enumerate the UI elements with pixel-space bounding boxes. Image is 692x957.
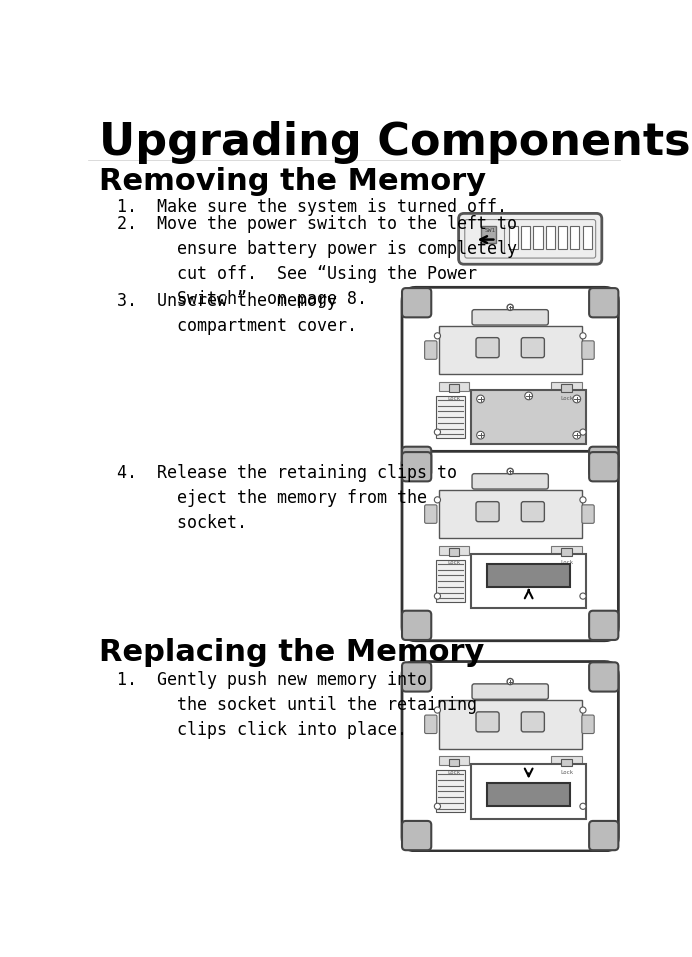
FancyBboxPatch shape	[425, 341, 437, 359]
FancyBboxPatch shape	[589, 452, 619, 481]
Bar	[534, 226, 543, 249]
Circle shape	[435, 803, 441, 810]
Bar	[521, 226, 530, 249]
Bar	[436, 560, 465, 602]
FancyBboxPatch shape	[476, 712, 499, 732]
Bar	[570, 226, 579, 249]
Bar	[439, 700, 582, 748]
FancyBboxPatch shape	[459, 213, 602, 264]
Bar	[551, 546, 582, 555]
Text: Lock: Lock	[560, 560, 573, 565]
Text: 1.  Make sure the system is turned off.: 1. Make sure the system is turned off.	[118, 198, 507, 216]
Text: 1.  Gently push new memory into
      the socket until the retaining
      clips: 1. Gently push new memory into the socke…	[118, 671, 477, 739]
FancyBboxPatch shape	[582, 715, 594, 733]
FancyBboxPatch shape	[472, 310, 548, 325]
Bar	[439, 382, 469, 391]
Bar	[561, 759, 572, 767]
FancyBboxPatch shape	[589, 611, 619, 640]
Bar	[471, 389, 586, 444]
FancyBboxPatch shape	[402, 662, 431, 692]
Circle shape	[580, 429, 586, 435]
Bar	[448, 385, 459, 392]
Bar	[439, 490, 582, 539]
FancyBboxPatch shape	[402, 452, 619, 641]
Text: SW1: SW1	[485, 228, 496, 234]
FancyBboxPatch shape	[589, 288, 619, 318]
Circle shape	[525, 392, 533, 400]
FancyBboxPatch shape	[402, 661, 619, 851]
Text: Removing the Memory: Removing the Memory	[99, 167, 486, 196]
FancyBboxPatch shape	[402, 452, 431, 481]
Circle shape	[573, 432, 581, 439]
Bar	[436, 770, 465, 812]
Text: 3.  Unscrew the memory
      compartment cover.: 3. Unscrew the memory compartment cover.	[118, 292, 358, 335]
FancyBboxPatch shape	[402, 611, 431, 640]
Text: Lock: Lock	[448, 560, 460, 565]
FancyBboxPatch shape	[589, 662, 619, 692]
FancyBboxPatch shape	[521, 712, 545, 732]
FancyBboxPatch shape	[425, 505, 437, 523]
Circle shape	[435, 497, 441, 503]
FancyBboxPatch shape	[521, 501, 545, 522]
Bar	[487, 783, 570, 806]
Text: Lock: Lock	[560, 395, 573, 401]
Bar	[561, 385, 572, 392]
Bar	[481, 227, 496, 243]
Circle shape	[580, 593, 586, 599]
Bar	[561, 548, 572, 556]
FancyBboxPatch shape	[521, 338, 545, 358]
Circle shape	[580, 803, 586, 810]
FancyBboxPatch shape	[472, 684, 548, 700]
FancyBboxPatch shape	[589, 821, 619, 850]
Circle shape	[573, 395, 581, 403]
Circle shape	[435, 333, 441, 339]
Circle shape	[435, 707, 441, 713]
Text: Lock: Lock	[448, 395, 460, 401]
FancyBboxPatch shape	[402, 287, 619, 477]
Text: 4.  Release the retaining clips to
      eject the memory from the
      socket.: 4. Release the retaining clips to eject …	[118, 463, 457, 532]
Circle shape	[477, 395, 484, 403]
Bar	[448, 759, 459, 767]
Circle shape	[435, 593, 441, 599]
Bar	[471, 554, 586, 609]
Circle shape	[580, 333, 586, 339]
Bar	[558, 226, 567, 249]
Bar	[439, 325, 582, 374]
FancyBboxPatch shape	[472, 474, 548, 489]
FancyBboxPatch shape	[582, 341, 594, 359]
Circle shape	[507, 468, 513, 475]
Bar	[509, 226, 518, 249]
Bar	[439, 546, 469, 555]
Text: Upgrading Components: Upgrading Components	[99, 121, 691, 164]
Text: Lock: Lock	[448, 770, 460, 775]
FancyBboxPatch shape	[589, 447, 619, 476]
Circle shape	[580, 707, 586, 713]
Bar	[551, 756, 582, 766]
Bar	[583, 226, 592, 249]
Bar	[439, 756, 469, 766]
Circle shape	[507, 679, 513, 684]
Circle shape	[580, 497, 586, 503]
FancyBboxPatch shape	[582, 505, 594, 523]
Bar	[487, 564, 570, 587]
Circle shape	[435, 429, 441, 435]
FancyBboxPatch shape	[402, 447, 431, 476]
Text: 2.  Move the power switch to the left to
      ensure battery power is completel: 2. Move the power switch to the left to …	[118, 215, 518, 308]
FancyBboxPatch shape	[425, 715, 437, 733]
Text: Replacing the Memory: Replacing the Memory	[99, 638, 484, 667]
FancyBboxPatch shape	[402, 821, 431, 850]
FancyBboxPatch shape	[402, 288, 431, 318]
FancyBboxPatch shape	[476, 338, 499, 358]
Bar	[471, 764, 586, 818]
Bar	[448, 548, 459, 556]
Bar	[436, 396, 465, 438]
Circle shape	[477, 432, 484, 439]
Text: Lock: Lock	[560, 770, 573, 775]
Circle shape	[507, 304, 513, 310]
FancyBboxPatch shape	[476, 501, 499, 522]
Bar	[551, 382, 582, 391]
Bar	[545, 226, 555, 249]
